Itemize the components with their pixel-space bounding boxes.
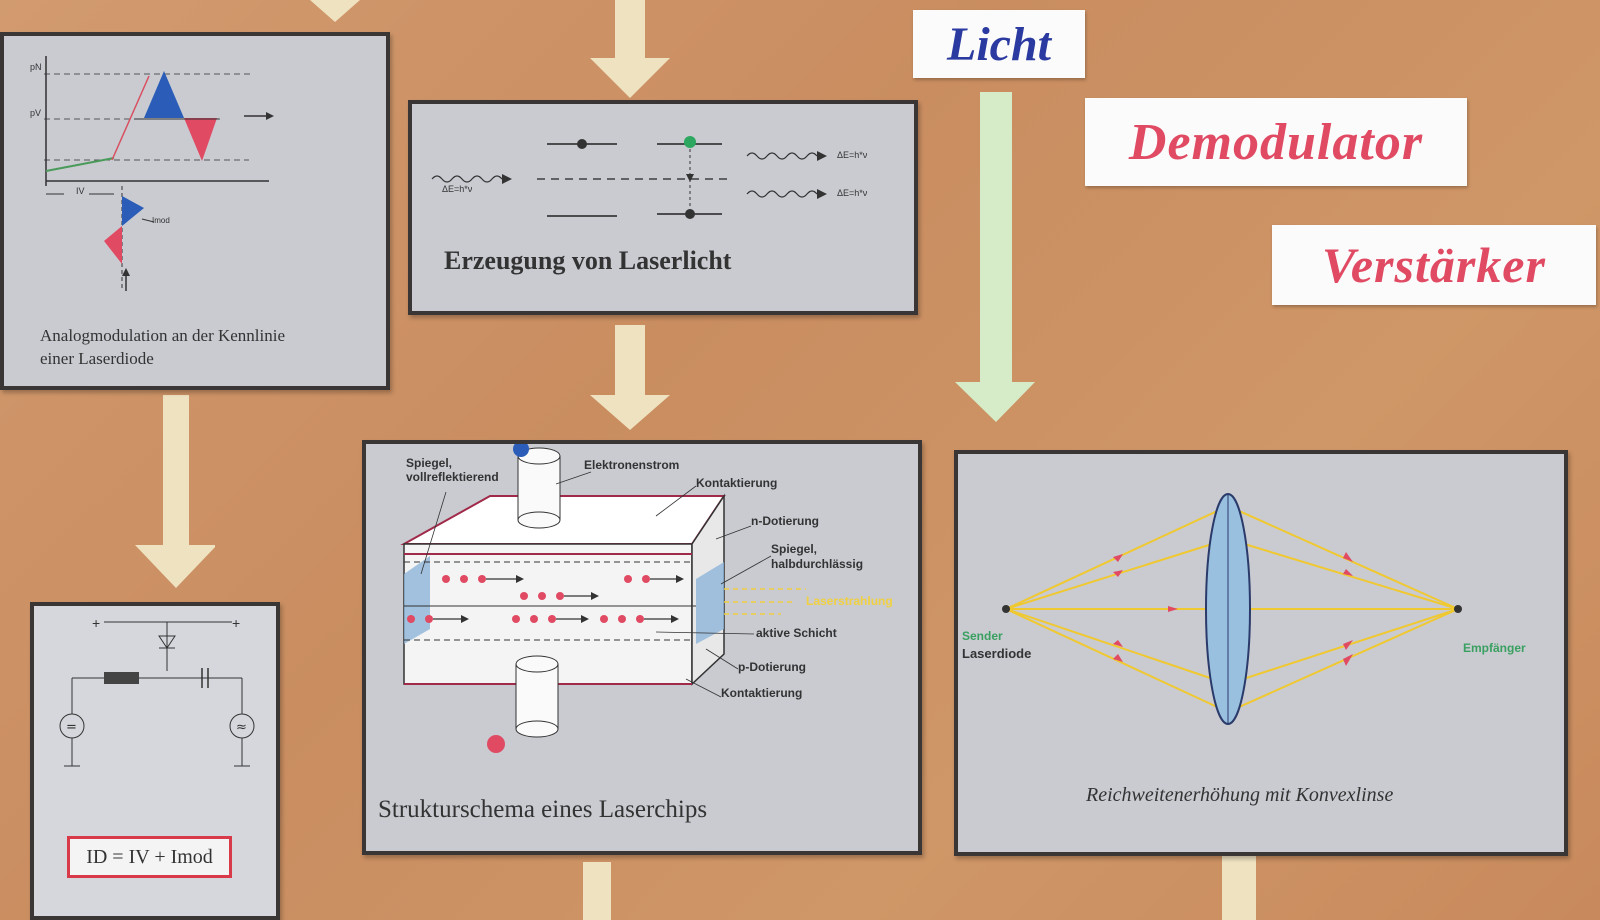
- arrow-top-left-icon: [310, 0, 360, 22]
- axis-pv-label: pV: [30, 108, 42, 118]
- kennlinie-diagram: [44, 56, 274, 291]
- svg-text:=: =: [66, 720, 77, 735]
- licht-text: Licht: [947, 17, 1051, 71]
- analog-modulation-panel: pN pV IV Imod Analogmodulation an der Ke…: [0, 32, 390, 390]
- laserlicht-diagram: [431, 136, 827, 219]
- laserlicht-caption: Erzeugung von Laserlicht: [444, 246, 732, 275]
- arrow-bottom-center-icon: [583, 862, 611, 920]
- analog-caption-line1: Analogmodulation an der Kennlinie: [40, 326, 286, 345]
- circuit-panel: + + = ≈ ID = IV + I: [30, 602, 280, 920]
- laserchip-caption: Strukturschema eines Laserchips: [378, 796, 708, 823]
- mirror-half-label: Spiegel, halbdurchlässig: [771, 542, 864, 571]
- circuit-diagram: + + = ≈: [59, 615, 255, 767]
- verstaerker-label: Verstärker: [1272, 225, 1596, 305]
- laserlicht-panel: ΔE=h*ν ΔE=h*ν ΔE=h*ν Erzeugung von Laser…: [408, 100, 918, 315]
- axis-imod-label: Imod: [152, 216, 170, 225]
- arrow-top-center-icon: [590, 0, 670, 98]
- lens-diagram: [1002, 493, 1462, 725]
- energy-in-label: ΔE=h*ν: [442, 184, 473, 194]
- p-doping-label: p-Dotierung: [738, 660, 806, 674]
- receiver-label: Empfänger: [1463, 641, 1526, 655]
- contact-top-label: Kontaktierung: [696, 476, 778, 490]
- energy-out1-label: ΔE=h*ν: [837, 150, 868, 160]
- mirror-full-label: Spiegel, vollreflektierend: [406, 456, 499, 484]
- active-layer-label: aktive Schicht: [756, 626, 837, 640]
- demodulator-label: Demodulator: [1085, 98, 1467, 186]
- svg-text:≈: ≈: [236, 720, 247, 735]
- laserdiode-label: Laserdiode: [962, 646, 1032, 661]
- arrow-bottom-right-icon: [1222, 852, 1256, 920]
- laser-beam-label: Laserstrahlung: [806, 594, 893, 608]
- laserchip-diagram: [400, 444, 806, 753]
- laserchip-panel: Spiegel, vollreflektierend Elektronenstr…: [362, 440, 922, 855]
- formula-box: ID = IV + Imod: [67, 836, 232, 878]
- verstaerker-text: Verstärker: [1322, 237, 1546, 293]
- svg-text:+: +: [92, 615, 100, 631]
- axis-pn-label: pN: [30, 62, 42, 72]
- formula-text: ID = IV + Imod: [86, 845, 213, 868]
- n-doping-label: n-Dotierung: [751, 514, 819, 528]
- lens-caption: Reichweitenerhöhung mit Konvexlinse: [1086, 784, 1394, 806]
- arrow-left-down-icon: [135, 395, 215, 588]
- energy-out2-label: ΔE=h*ν: [837, 188, 868, 198]
- demodulator-text: Demodulator: [1128, 113, 1424, 171]
- axis-iv-label: IV: [76, 186, 85, 196]
- svg-text:+: +: [232, 615, 240, 631]
- sender-label: Sender: [962, 629, 1003, 643]
- lens-panel: Sender Laserdiode Empfänger Reichweitene…: [954, 450, 1568, 856]
- contact-bottom-label: Kontaktierung: [721, 686, 803, 700]
- licht-label: Licht: [913, 10, 1085, 78]
- arrow-middle-center-icon: [590, 325, 670, 430]
- electron-flow-label: Elektronenstrom: [584, 458, 680, 472]
- analog-caption-line2: einer Laserdiode: [40, 349, 154, 368]
- arrow-licht-down-icon: [955, 92, 1035, 422]
